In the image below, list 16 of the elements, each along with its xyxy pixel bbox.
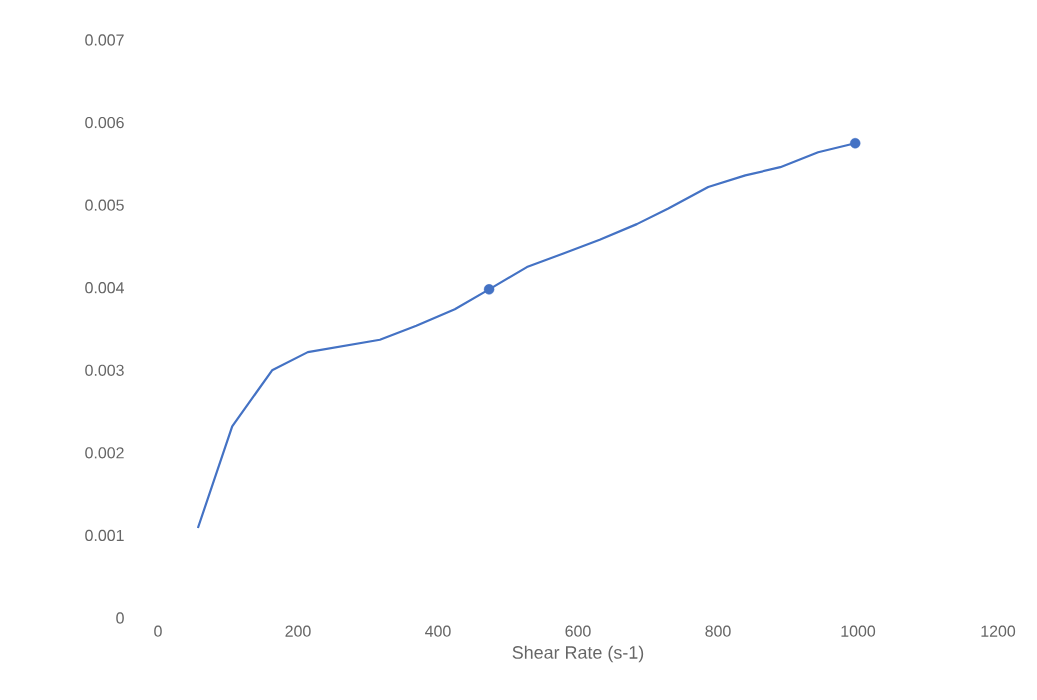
x-tick-label: 1200 [981,625,1016,637]
y-tick-label: 0.006 [85,116,124,129]
x-tick-label: 0 [154,625,162,637]
x-tick-label: 600 [565,625,591,637]
x-tick-label: 400 [425,625,451,637]
y-tick-label: 0.007 [85,34,124,46]
y-tick-label: 0.005 [85,199,124,211]
y-tick-label: 0.001 [85,529,124,542]
y-tick-label: 0 [116,612,124,624]
x-tick-label: 800 [705,625,731,637]
y-tick-label: 0.002 [85,447,124,459]
x-tick-label: 200 [285,625,311,637]
x-axis-title: Shear Rate (s-1) [512,645,644,663]
y-tick-label: 0.003 [85,364,124,376]
x-tick-label: 1000 [841,625,876,637]
y-tick-label: 0.004 [85,282,124,294]
